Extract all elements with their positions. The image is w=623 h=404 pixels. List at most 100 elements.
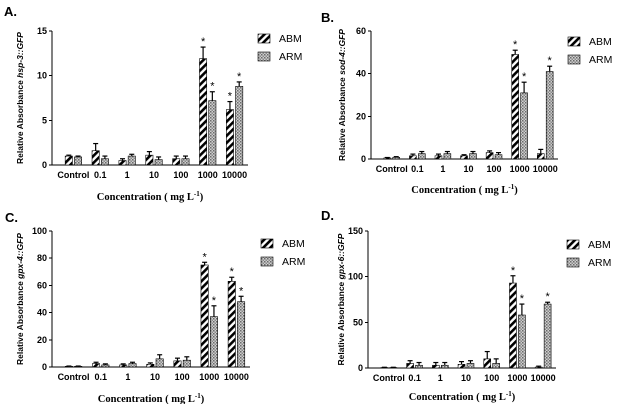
y-tick-label: 40 xyxy=(356,69,366,79)
bar-arm xyxy=(181,158,190,166)
bar-abm xyxy=(485,152,494,160)
significance-star: * xyxy=(210,81,215,93)
bar-arm xyxy=(100,158,109,166)
bar-abm xyxy=(434,155,443,160)
bar-abm xyxy=(172,158,181,166)
bar-abm xyxy=(64,155,73,166)
legend-label-arm: ARM xyxy=(588,257,611,269)
y-tick-label: 10 xyxy=(37,71,47,81)
bar-abm xyxy=(119,364,128,368)
bar-abm xyxy=(92,363,101,368)
x-tick-label: 10000 xyxy=(224,372,249,382)
significance-star: * xyxy=(513,39,518,51)
bar-abm xyxy=(173,360,182,368)
legend-label-abm: ABM xyxy=(588,239,611,251)
bar-arm xyxy=(418,153,426,160)
y-axis-label: Relative Absorbance gpx-6::GFP xyxy=(336,233,346,365)
x-tick-label: Control xyxy=(58,372,90,382)
x-tick-label: 10000 xyxy=(222,170,247,180)
significance-star: * xyxy=(545,291,550,303)
significance-star: * xyxy=(212,295,217,307)
x-tick-label: 1 xyxy=(438,373,443,383)
significance-star: * xyxy=(228,91,233,103)
x-tick-label: 10 xyxy=(461,373,471,383)
x-axis-label: Concentration ( mg L-1) xyxy=(97,190,204,203)
x-axis-label: Concentration ( mg L-1) xyxy=(411,183,518,196)
legend-swatch-abm xyxy=(260,238,274,249)
x-tick-label: 100 xyxy=(484,373,499,383)
bar-abm xyxy=(537,153,545,160)
legend-label-abm: ABM xyxy=(279,33,302,45)
bar-abm xyxy=(145,154,154,166)
bar-abm xyxy=(460,155,468,160)
significance-star: * xyxy=(511,265,516,277)
bar-abm xyxy=(432,364,440,369)
x-tick-label: 10 xyxy=(149,170,159,180)
bar-arm xyxy=(440,364,449,369)
legend-label-arm: ARM xyxy=(282,256,305,268)
bar-arm xyxy=(415,364,423,369)
bar-abm xyxy=(409,155,417,160)
panel-label: B. xyxy=(321,10,334,25)
bar-arm xyxy=(545,71,554,160)
x-tick-label: 1000 xyxy=(507,373,527,383)
y-tick-label: 150 xyxy=(348,226,363,236)
bar-arm xyxy=(209,316,218,368)
bar-arm xyxy=(101,364,110,368)
bar-abm xyxy=(146,363,155,368)
significance-star: * xyxy=(522,71,527,83)
legend-swatch-abm xyxy=(566,239,580,250)
x-tick-label: 1 xyxy=(440,164,445,174)
bar-arm xyxy=(518,314,526,369)
bar-abm xyxy=(227,281,236,368)
y-tick-label: 40 xyxy=(37,308,47,318)
significance-star: * xyxy=(239,285,244,297)
bar-abm xyxy=(199,58,208,166)
panel-label: D. xyxy=(321,208,334,223)
significance-star: * xyxy=(237,71,242,83)
legend-swatch-abm xyxy=(257,33,271,44)
x-tick-label: Control xyxy=(373,373,405,383)
bar-arm xyxy=(237,301,246,368)
bar-abm xyxy=(483,358,492,369)
bar-abm xyxy=(91,150,100,166)
significance-star: * xyxy=(548,55,553,67)
x-tick-label: 100 xyxy=(175,372,190,382)
x-tick-label: 100 xyxy=(173,170,188,180)
legend-swatch-arm xyxy=(567,54,581,65)
y-tick-label: 60 xyxy=(356,26,366,36)
y-tick-label: 20 xyxy=(356,111,366,121)
bar-arm xyxy=(466,363,475,369)
x-axis-label: Concentration ( mg L-1) xyxy=(409,390,516,403)
legend-swatch-arm xyxy=(260,256,274,267)
panel-c: C. 0 20 40 60 80 100 Control 0.1 1 10 100 1000 * * 1000… xyxy=(5,210,305,404)
bar-abm xyxy=(200,264,209,368)
bar-arm xyxy=(235,86,244,166)
y-tick-label: 20 xyxy=(37,335,47,345)
bar-abm xyxy=(226,109,234,166)
x-tick-label: 1 xyxy=(125,372,130,382)
legend-swatch-abm xyxy=(567,36,581,47)
significance-star: * xyxy=(230,266,235,278)
bar-arm xyxy=(492,363,500,369)
x-tick-label: 10 xyxy=(463,164,473,174)
y-tick-label: 0 xyxy=(358,363,363,373)
bar-arm xyxy=(127,155,136,166)
y-axis-label: Relative Absorbance sod-4::GFP xyxy=(337,29,347,161)
x-tick-label: 0.1 xyxy=(408,373,421,383)
y-tick-label: 0 xyxy=(42,362,47,372)
panel-b: B. 0 20 40 60 Control 0.1 1 10 100 1000 * * 10000 * Rel… xyxy=(321,10,612,196)
y-axis-label: Relative Absorbance hsp-3::GFP xyxy=(15,32,25,164)
y-tick-label: 60 xyxy=(37,280,47,290)
x-tick-label: 10 xyxy=(150,372,160,382)
bar-abm xyxy=(509,282,517,369)
x-tick-label: 1000 xyxy=(198,170,218,180)
significance-star: * xyxy=(202,251,207,263)
x-tick-label: Control xyxy=(57,170,89,180)
panel-label: C. xyxy=(5,210,18,225)
legend-swatch-arm xyxy=(257,51,271,62)
x-tick-label: 10000 xyxy=(533,164,558,174)
panel-label: A. xyxy=(4,4,17,19)
bar-arm xyxy=(155,358,164,368)
